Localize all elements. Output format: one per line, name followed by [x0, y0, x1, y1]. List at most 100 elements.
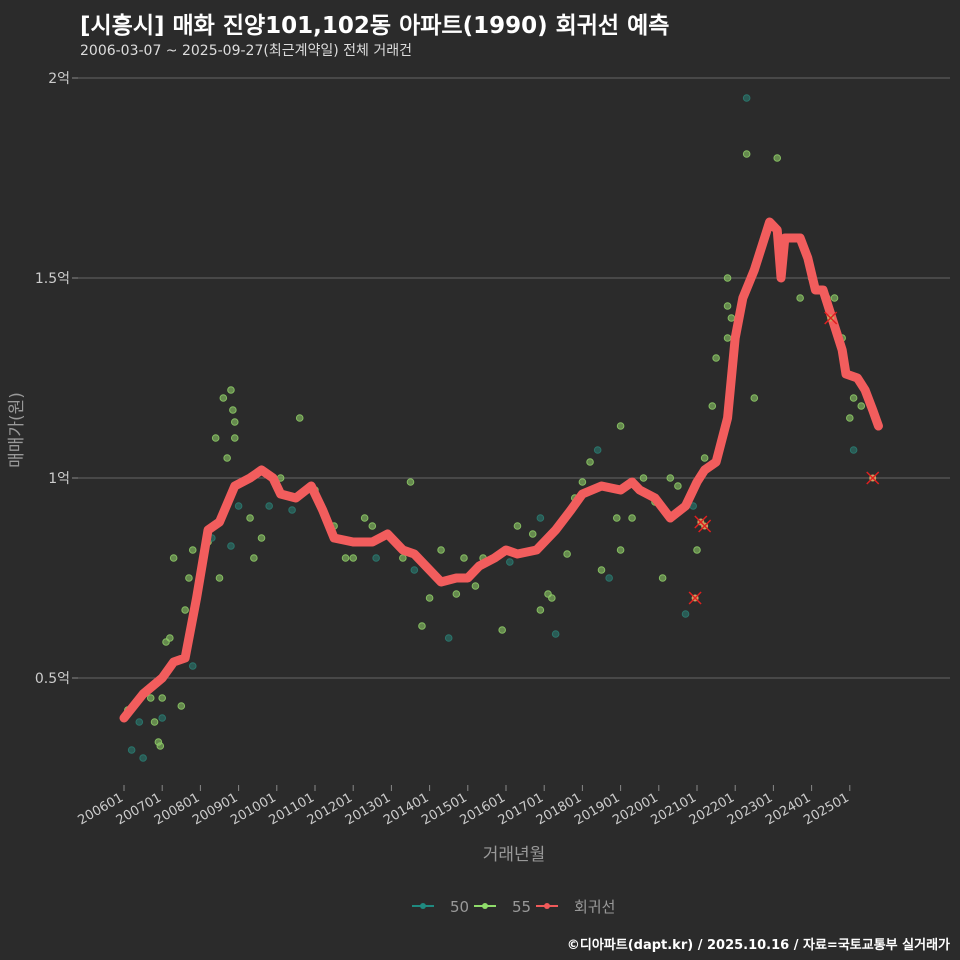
legend-item: 55	[474, 898, 531, 916]
outlier-marker	[698, 519, 712, 533]
data-point	[150, 718, 159, 726]
data-point	[681, 610, 690, 618]
data-point	[156, 742, 165, 750]
data-point	[723, 334, 732, 342]
data-point	[616, 422, 625, 430]
data-point	[399, 554, 407, 562]
data-point	[742, 150, 751, 158]
outlier-x-icon	[688, 591, 702, 605]
data-point	[227, 386, 235, 394]
outlier-marker	[866, 471, 880, 485]
data-point	[513, 522, 522, 530]
data-point	[265, 502, 273, 510]
data-point	[700, 454, 709, 462]
data-point	[139, 754, 147, 762]
legend-dot-icon	[482, 903, 488, 909]
data-point	[830, 294, 839, 302]
data-point	[796, 294, 804, 302]
data-point	[593, 446, 602, 454]
data-point	[166, 634, 174, 642]
data-point	[250, 554, 258, 562]
data-point	[246, 514, 254, 522]
outlier-x-icon	[824, 311, 838, 325]
data-point	[158, 714, 166, 722]
regression-line	[119, 217, 883, 723]
data-point	[528, 530, 537, 538]
data-point	[234, 502, 243, 510]
data-point	[773, 154, 782, 162]
data-point	[158, 694, 166, 702]
data-point	[169, 554, 178, 562]
data-point	[288, 506, 296, 514]
y-tick-label: 0.5억	[35, 671, 70, 687]
chart-title: [시흥시] 매화 진양101,102동 아파트(1990) 회귀선 예측	[80, 13, 670, 39]
data-point	[368, 522, 377, 530]
data-point	[410, 566, 419, 574]
data-point	[605, 574, 613, 582]
data-point	[418, 622, 426, 630]
data-point	[723, 302, 732, 310]
data-point	[223, 454, 231, 462]
y-tick-label: 1.5억	[35, 271, 70, 287]
data-point	[506, 558, 514, 566]
legend-dot-icon	[420, 903, 426, 909]
data-point	[536, 606, 545, 614]
data-point	[548, 594, 556, 602]
data-point	[188, 662, 197, 670]
data-point	[229, 406, 237, 414]
legend-item: 50	[412, 898, 469, 916]
y-tick-label: 2억	[48, 71, 70, 87]
outlier-x-icon	[866, 471, 880, 485]
data-point	[727, 314, 736, 322]
legend-label: 55	[512, 898, 531, 916]
data-point	[444, 634, 453, 642]
data-point	[452, 590, 461, 598]
data-point	[742, 94, 751, 102]
data-point	[708, 402, 717, 410]
data-point	[227, 542, 235, 550]
data-point	[563, 550, 571, 558]
data-point	[849, 394, 858, 402]
legend-label: 50	[450, 898, 469, 916]
data-point	[257, 534, 266, 542]
data-point	[295, 414, 304, 422]
data-point	[750, 394, 759, 402]
data-point	[135, 718, 144, 726]
data-point	[639, 474, 648, 482]
data-point	[425, 594, 434, 602]
x-axis-label: 거래년월	[483, 845, 546, 865]
data-point	[437, 546, 445, 554]
data-point	[586, 458, 594, 466]
y-axis-label: 매매가(원)	[7, 392, 27, 468]
legend-label: 회귀선	[574, 898, 615, 916]
data-point	[723, 274, 732, 282]
data-point	[406, 478, 415, 486]
outlier-x-icon	[698, 519, 712, 533]
data-point	[693, 546, 701, 554]
data-point	[188, 546, 197, 554]
data-point	[597, 566, 606, 574]
data-point	[219, 394, 228, 402]
outlier-marker	[688, 591, 702, 605]
data-point	[849, 446, 858, 454]
data-point	[712, 354, 720, 362]
data-point	[578, 478, 587, 486]
chart-subtitle: 2006-03-07 ~ 2025-09-27(최근계약일) 전체 거래건	[80, 43, 412, 59]
data-point	[360, 514, 369, 522]
data-point	[349, 554, 358, 562]
data-point	[674, 482, 682, 490]
data-point	[341, 554, 350, 562]
data-point	[215, 574, 224, 582]
data-point	[230, 434, 239, 442]
data-point	[846, 414, 854, 422]
data-point	[177, 702, 186, 710]
data-point	[230, 418, 239, 426]
data-point	[372, 554, 380, 562]
data-point	[460, 554, 468, 562]
data-point	[211, 434, 220, 442]
legend-item: 회귀선	[536, 898, 615, 916]
y-tick-label: 1억	[48, 471, 70, 487]
data-point	[658, 574, 667, 582]
